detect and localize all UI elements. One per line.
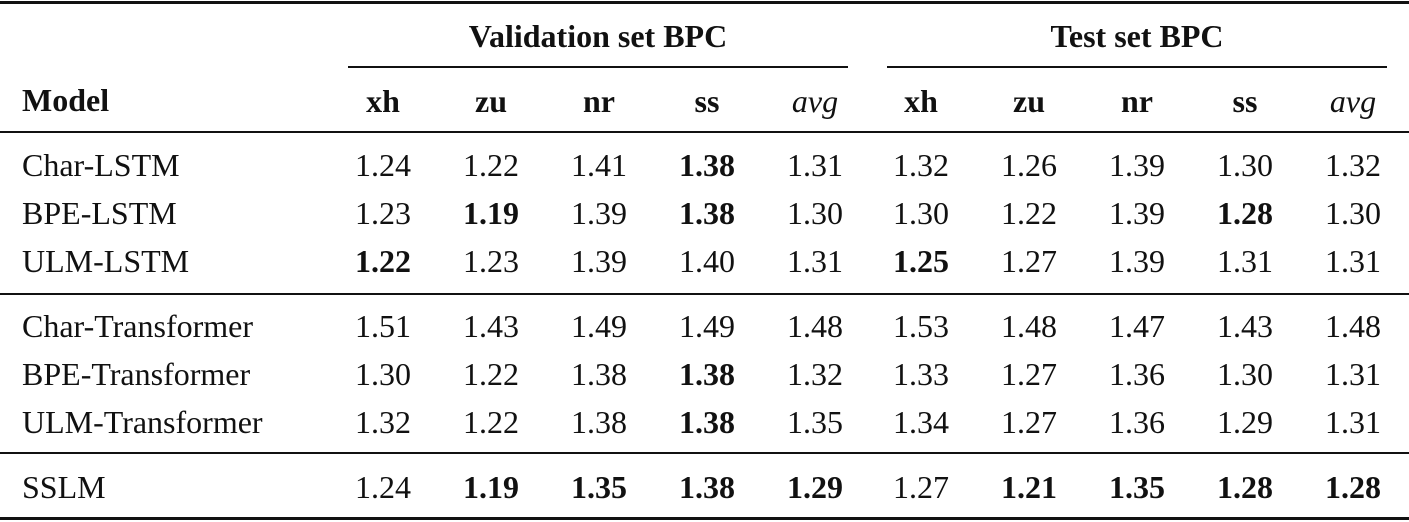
cell: 1.48 [1001, 308, 1057, 344]
cell: 1.25 [893, 243, 949, 279]
cell: 1.32 [893, 147, 949, 183]
cell: 1.36 [1109, 404, 1165, 440]
cell: 1.35 [571, 469, 627, 505]
cell: 1.24 [355, 469, 411, 505]
cell: 1.39 [1109, 195, 1165, 231]
cell: 1.36 [1109, 356, 1165, 392]
column-header: avg [791, 83, 839, 119]
cell: 1.22 [355, 243, 411, 279]
cell: 1.23 [355, 195, 411, 231]
cell: 1.38 [679, 404, 735, 440]
column-header: zu [475, 83, 507, 119]
cell: 1.30 [787, 195, 843, 231]
cell: 1.28 [1217, 195, 1273, 231]
cell: 1.38 [679, 356, 735, 392]
cell: 1.51 [355, 308, 411, 344]
cell: 1.26 [1001, 147, 1057, 183]
group-rule [348, 66, 848, 68]
group-rule [887, 66, 1387, 68]
cell: 1.38 [571, 356, 627, 392]
cell: 1.22 [1001, 195, 1057, 231]
cell: 1.35 [787, 404, 843, 440]
cell: 1.22 [463, 147, 519, 183]
cell: 1.28 [1217, 469, 1273, 505]
cell: 1.38 [571, 404, 627, 440]
cell: 1.31 [1325, 404, 1381, 440]
cell: 1.22 [463, 404, 519, 440]
cell: 1.34 [893, 404, 949, 440]
cell: 1.48 [787, 308, 843, 344]
cell: 1.39 [571, 195, 627, 231]
cell: 1.43 [1217, 308, 1273, 344]
cell: 1.49 [571, 308, 627, 344]
cell: 1.31 [1325, 243, 1381, 279]
cell: 1.27 [1001, 404, 1057, 440]
cell: 1.31 [1325, 356, 1381, 392]
top-rule [0, 1, 1409, 4]
cell: 1.39 [571, 243, 627, 279]
cell: 1.28 [1325, 469, 1381, 505]
column-header: nr [583, 83, 615, 119]
row-label: BPE-LSTM [22, 195, 177, 231]
cell: 1.39 [1109, 147, 1165, 183]
cell: 1.41 [571, 147, 627, 183]
cell: 1.29 [787, 469, 843, 505]
cell: 1.27 [893, 469, 949, 505]
column-header: ss [1232, 83, 1258, 119]
group-separator [0, 293, 1409, 295]
cell: 1.38 [679, 195, 735, 231]
cell: 1.29 [1217, 404, 1273, 440]
group-header: Validation set BPC [468, 18, 728, 54]
column-header: avg [1329, 83, 1377, 119]
cell: 1.38 [679, 147, 735, 183]
cell: 1.30 [1217, 356, 1273, 392]
cell: 1.22 [463, 356, 519, 392]
cell: 1.27 [1001, 356, 1057, 392]
cell: 1.32 [1325, 147, 1381, 183]
cell: 1.24 [355, 147, 411, 183]
cell: 1.23 [463, 243, 519, 279]
group-header: Test set BPC [1050, 18, 1224, 54]
cell: 1.30 [1217, 147, 1273, 183]
cell: 1.31 [1217, 243, 1273, 279]
cell: 1.31 [787, 243, 843, 279]
row-label: Char-LSTM [22, 147, 180, 183]
row-label: ULM-Transformer [22, 404, 263, 440]
group-separator [0, 452, 1409, 454]
cell: 1.35 [1109, 469, 1165, 505]
cell: 1.49 [679, 308, 735, 344]
column-header: zu [1013, 83, 1045, 119]
cell: 1.32 [787, 356, 843, 392]
cell: 1.21 [1001, 469, 1057, 505]
cell: 1.43 [463, 308, 519, 344]
cell: 1.30 [893, 195, 949, 231]
column-header: ss [694, 83, 720, 119]
row-label: Char-Transformer [22, 308, 254, 344]
cell: 1.48 [1325, 308, 1381, 344]
header-rule [0, 131, 1409, 133]
cell: 1.19 [463, 195, 519, 231]
column-header: nr [1121, 83, 1153, 119]
cell: 1.31 [787, 147, 843, 183]
cell: 1.33 [893, 356, 949, 392]
row-label: BPE-Transformer [22, 356, 251, 392]
column-header: xh [904, 83, 938, 119]
cell: 1.39 [1109, 243, 1165, 279]
column-header: xh [366, 83, 400, 119]
cell: 1.47 [1109, 308, 1165, 344]
cell: 1.40 [679, 243, 735, 279]
cell: 1.30 [1325, 195, 1381, 231]
cell: 1.53 [893, 308, 949, 344]
column-header: Model [22, 82, 110, 118]
cell: 1.30 [355, 356, 411, 392]
row-label: SSLM [22, 469, 106, 505]
row-label: ULM-LSTM [22, 243, 190, 279]
cell: 1.19 [463, 469, 519, 505]
bottom-rule [0, 517, 1409, 520]
cell: 1.38 [679, 469, 735, 505]
cell: 1.32 [355, 404, 411, 440]
cell: 1.27 [1001, 243, 1057, 279]
